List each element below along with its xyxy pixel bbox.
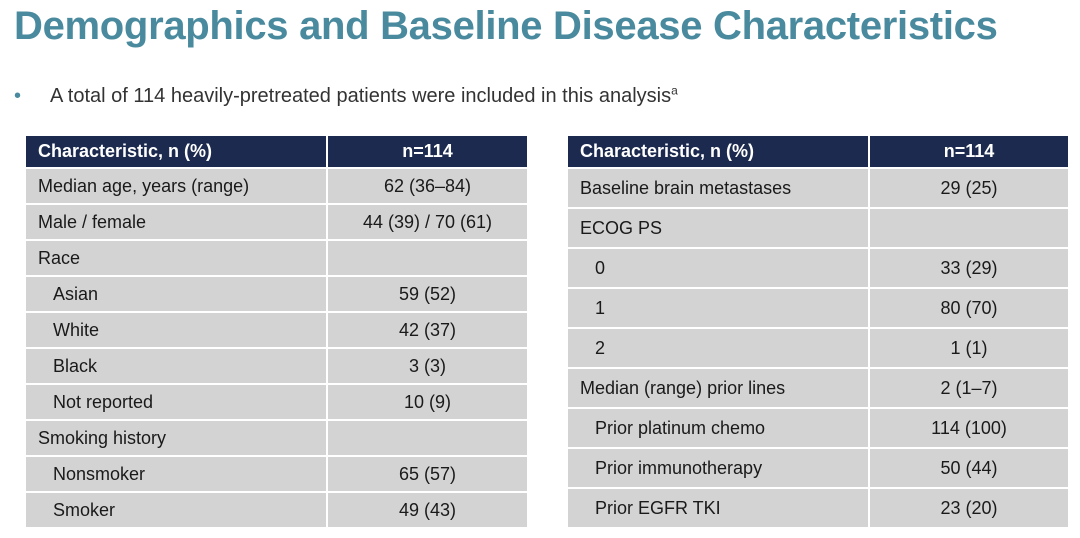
row-value: 42 (37) — [326, 313, 527, 349]
row-label: Asian — [26, 277, 326, 313]
table-row: Prior EGFR TKI 23 (20) — [568, 489, 1068, 529]
header-n: n=114 — [326, 136, 527, 169]
header-characteristic: Characteristic, n (%) — [26, 136, 326, 169]
table-row: Prior platinum chemo 114 (100) — [568, 409, 1068, 449]
row-value: 10 (9) — [326, 385, 527, 421]
row-value: 50 (44) — [868, 449, 1068, 489]
table-row: Prior immunotherapy 50 (44) — [568, 449, 1068, 489]
table-row: Black 3 (3) — [26, 349, 527, 385]
row-value: 62 (36–84) — [326, 169, 527, 205]
row-value — [326, 421, 527, 457]
header-characteristic: Characteristic, n (%) — [568, 136, 868, 169]
row-value — [326, 241, 527, 277]
row-value: 23 (20) — [868, 489, 1068, 529]
footnote-marker: a — [671, 83, 678, 98]
table-row: ECOG PS — [568, 209, 1068, 249]
table-header-row: Characteristic, n (%) n=114 — [568, 136, 1068, 169]
header-n: n=114 — [868, 136, 1068, 169]
page-title: Demographics and Baseline Disease Charac… — [14, 4, 998, 48]
row-label: Race — [26, 241, 326, 277]
table-row: 1 80 (70) — [568, 289, 1068, 329]
row-label: Not reported — [26, 385, 326, 421]
row-label: Black — [26, 349, 326, 385]
table-row: White 42 (37) — [26, 313, 527, 349]
table-row: Smoker 49 (43) — [26, 493, 527, 529]
table-row: 0 33 (29) — [568, 249, 1068, 289]
table-header-row: Characteristic, n (%) n=114 — [26, 136, 527, 169]
table-row: Baseline brain metastases 29 (25) — [568, 169, 1068, 209]
row-label: White — [26, 313, 326, 349]
demographics-table-left: Characteristic, n (%) n=114 Median age, … — [26, 136, 527, 529]
table-row: Median age, years (range) 62 (36–84) — [26, 169, 527, 205]
bullet-text: A total of 114 heavily-pretreated patien… — [50, 85, 672, 107]
row-value: 49 (43) — [326, 493, 527, 529]
row-value: 33 (29) — [868, 249, 1068, 289]
table-row: Asian 59 (52) — [26, 277, 527, 313]
row-label: 1 — [568, 289, 868, 329]
row-label: Median (range) prior lines — [568, 369, 868, 409]
row-value: 3 (3) — [326, 349, 527, 385]
table-row: Smoking history — [26, 421, 527, 457]
row-value: 80 (70) — [868, 289, 1068, 329]
table-row: Race — [26, 241, 527, 277]
row-value: 114 (100) — [868, 409, 1068, 449]
row-value: 2 (1–7) — [868, 369, 1068, 409]
table-row: Nonsmoker 65 (57) — [26, 457, 527, 493]
row-label: 0 — [568, 249, 868, 289]
row-label: ECOG PS — [568, 209, 868, 249]
row-label: Baseline brain metastases — [568, 169, 868, 209]
row-value: 59 (52) — [326, 277, 527, 313]
row-label: Prior platinum chemo — [568, 409, 868, 449]
row-value: 1 (1) — [868, 329, 1068, 369]
row-value — [868, 209, 1068, 249]
table-row: Not reported 10 (9) — [26, 385, 527, 421]
row-value: 65 (57) — [326, 457, 527, 493]
demographics-table-right: Characteristic, n (%) n=114 Baseline bra… — [568, 136, 1068, 529]
row-label: Male / female — [26, 205, 326, 241]
row-label: Prior EGFR TKI — [568, 489, 868, 529]
table-row: Male / female 44 (39) / 70 (61) — [26, 205, 527, 241]
row-label: Nonsmoker — [26, 457, 326, 493]
row-value: 29 (25) — [868, 169, 1068, 209]
bullet-marker: • — [14, 85, 22, 107]
row-label: Smoking history — [26, 421, 326, 457]
row-label: 2 — [568, 329, 868, 369]
row-value: 44 (39) / 70 (61) — [326, 205, 527, 241]
row-label: Median age, years (range) — [26, 169, 326, 205]
summary-bullet: • A total of 114 heavily-pretreated patie… — [14, 83, 678, 108]
row-label: Prior immunotherapy — [568, 449, 868, 489]
table-row: Median (range) prior lines 2 (1–7) — [568, 369, 1068, 409]
row-label: Smoker — [26, 493, 326, 529]
